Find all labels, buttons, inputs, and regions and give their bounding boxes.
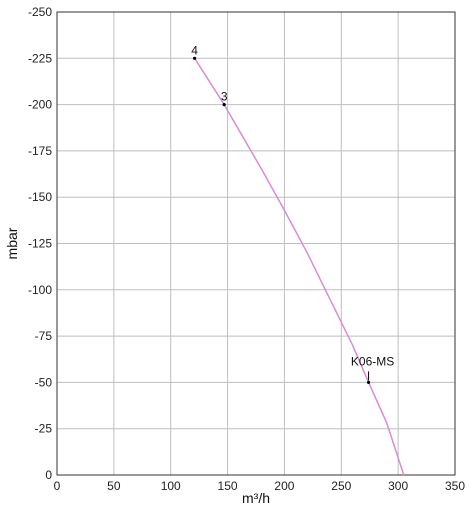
- y-tick-label: -100: [28, 283, 52, 297]
- y-tick-label: -75: [35, 329, 53, 343]
- y-tick-label: -125: [28, 237, 52, 251]
- x-tick-label: 350: [445, 479, 465, 493]
- point-label: 3: [221, 90, 228, 104]
- point-label: K06-MS: [351, 354, 394, 368]
- y-tick-label: -25: [35, 422, 53, 436]
- tick-labels: 0 50 100 150 200 250 300 350 0 -25 -50 -75 -100 -125 -…: [28, 5, 465, 493]
- y-axis-title: mbar: [4, 227, 20, 259]
- y-tick-label: -225: [28, 51, 52, 65]
- x-axis-title: m³/h: [242, 490, 270, 506]
- y-tick-label: -250: [28, 5, 52, 19]
- x-tick-label: 100: [161, 479, 181, 493]
- y-tick-label: 0: [45, 468, 52, 482]
- series-line-0: [193, 57, 405, 476]
- series: [193, 57, 405, 476]
- x-tick-label: 300: [388, 479, 408, 493]
- operating-point: [366, 380, 371, 384]
- annotations: 4 3 K06-MS: [191, 43, 394, 384]
- point-label: 4: [191, 43, 198, 57]
- x-tick-label: 50: [107, 479, 121, 493]
- y-tick-label: -200: [28, 98, 52, 112]
- operating-point: [192, 56, 197, 60]
- y-tick-label: -175: [28, 144, 52, 158]
- x-tick-label: 150: [218, 479, 238, 493]
- x-tick-label: 0: [54, 479, 61, 493]
- y-tick-label: -50: [35, 375, 53, 389]
- plot-frame: [56, 11, 456, 476]
- x-tick-label: 250: [331, 479, 351, 493]
- y-tick-label: -150: [28, 190, 52, 204]
- x-tick-label: 200: [274, 479, 294, 493]
- operating-point: [222, 103, 226, 107]
- grid: [57, 12, 455, 475]
